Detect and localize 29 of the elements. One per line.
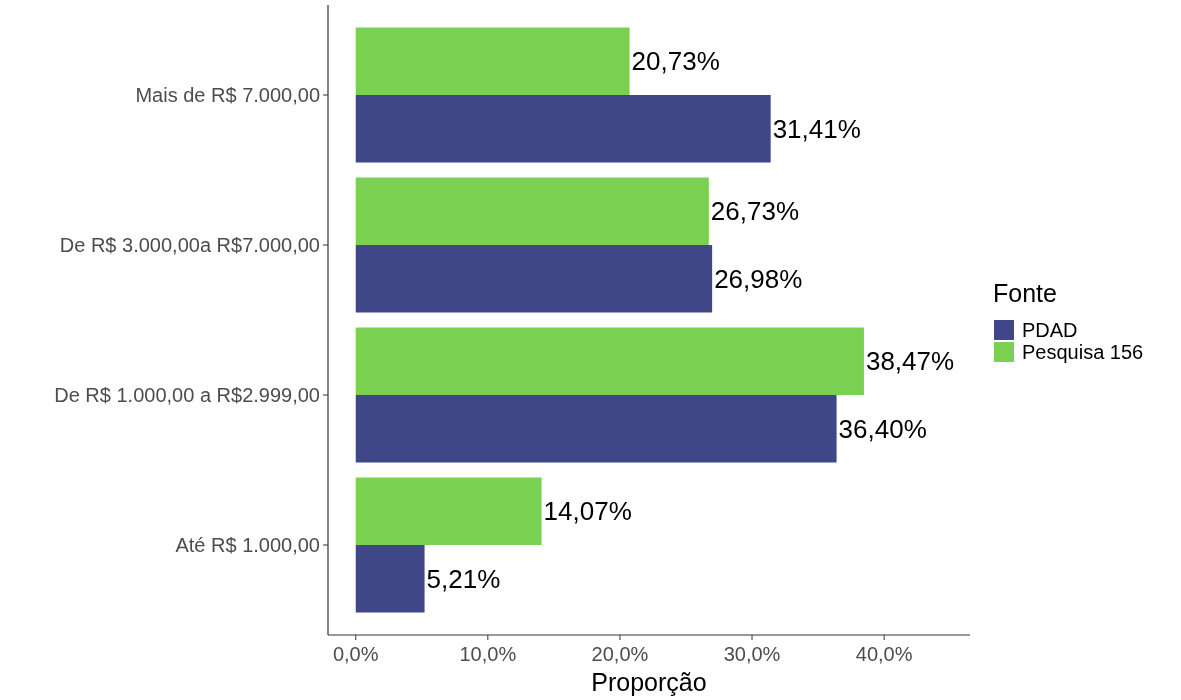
data-label: 5,21%	[426, 563, 501, 594]
bar	[355, 395, 837, 463]
x-tick-label: 30,0%	[723, 643, 781, 665]
data-label: 26,73%	[710, 196, 800, 227]
bar	[355, 27, 630, 95]
y-tick-label: Mais de R$ 7.000,00	[135, 84, 320, 106]
x-axis-title: Proporção	[591, 668, 707, 696]
y-tick-label: De R$ 3.000,00a R$7.000,00	[59, 234, 320, 256]
data-label: 26,98%	[714, 263, 803, 294]
bar	[355, 177, 709, 245]
data-label: 20,73%	[631, 46, 720, 77]
legend-title: Fonte	[993, 279, 1057, 307]
y-tick-label: Até R$ 1.000,00	[175, 534, 320, 556]
bar	[355, 95, 771, 163]
legend-label: PDAD	[1022, 319, 1078, 341]
data-label: 36,40%	[838, 413, 927, 444]
bar	[355, 327, 864, 395]
x-tick-label: 0,0%	[332, 643, 379, 665]
data-label: 38,47%	[865, 346, 955, 377]
bar	[355, 545, 425, 613]
bar	[355, 477, 542, 545]
x-tick-label: 10,0%	[459, 643, 517, 665]
bar	[355, 245, 713, 313]
data-label: 31,41%	[772, 113, 861, 144]
y-tick-label: De R$ 1.000,00 a R$2.999,00	[54, 384, 320, 406]
legend-label: Pesquisa 156	[1022, 341, 1144, 363]
x-tick-label: 40,0%	[855, 643, 913, 665]
x-tick-label: 20,0%	[591, 643, 649, 665]
data-label: 14,07%	[543, 496, 632, 527]
